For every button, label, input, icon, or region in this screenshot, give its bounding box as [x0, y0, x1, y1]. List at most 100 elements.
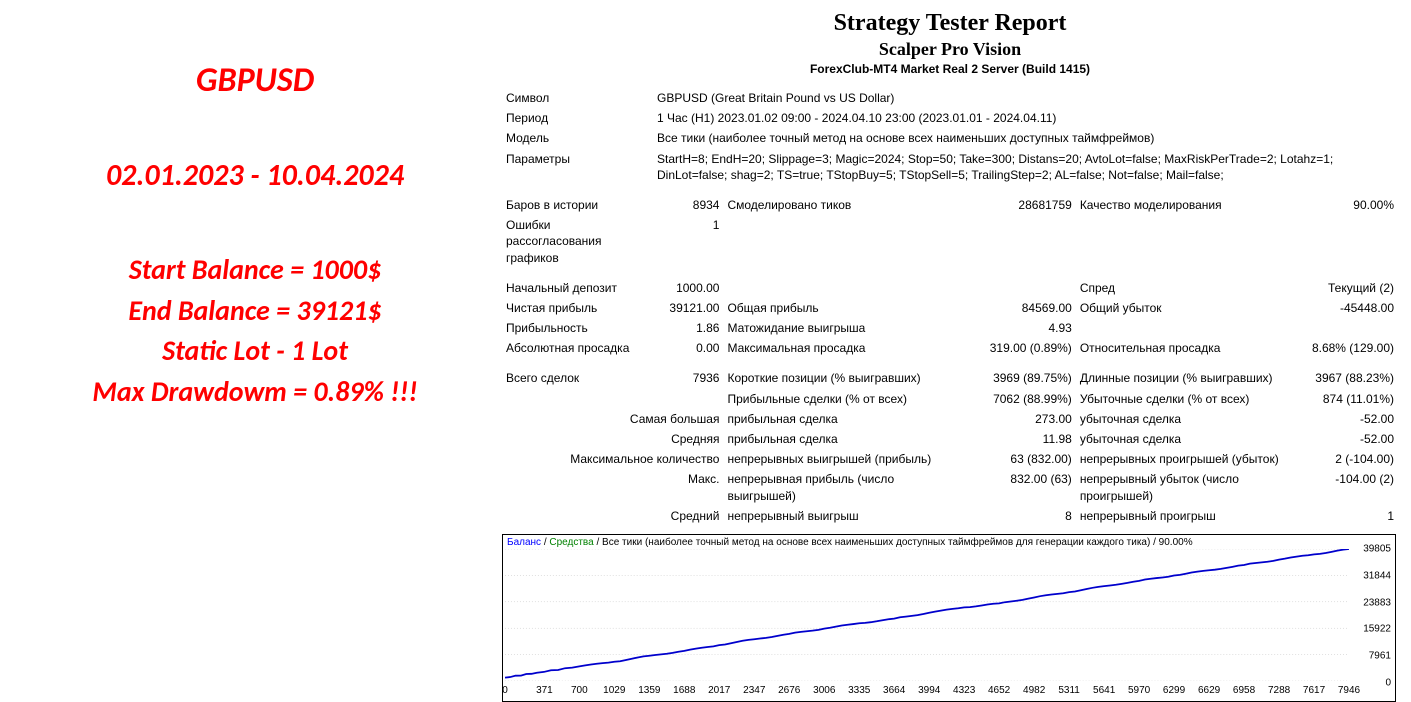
cell-label: Период [502, 108, 653, 128]
cell-label: Матожидание выигрыша [723, 318, 965, 338]
cell-value: 7062 (88.99%) [965, 389, 1076, 409]
row-model: Модель Все тики (наиболее точный метод н… [502, 128, 1398, 148]
cell-label: убыточная сделка [1076, 409, 1287, 429]
x-tick: 5970 [1128, 685, 1150, 696]
chart-legend: Баланс / Средства / Все тики (наиболее т… [507, 537, 1193, 548]
cell-value: 832.00 (63) [965, 469, 1076, 505]
summary-symbol: GBPUSD [20, 60, 490, 101]
x-tick: 6958 [1233, 685, 1255, 696]
y-tick: 7961 [1369, 651, 1391, 662]
cell-value: 11.98 [965, 429, 1076, 449]
report-panel: Strategy Tester Report Scalper Pro Visio… [502, 10, 1398, 702]
x-tick: 1688 [673, 685, 695, 696]
report-server: ForexClub-MT4 Market Real 2 Server (Buil… [502, 62, 1398, 76]
report-subtitle: Scalper Pro Vision [502, 39, 1398, 60]
row-params: Параметры StartH=8; EndH=20; Slippage=3;… [502, 149, 1398, 185]
x-tick: 371 [536, 685, 553, 696]
chart-x-axis: 0371700102913591688201723472676300633353… [505, 685, 1349, 699]
cell-label: Качество моделирования [1076, 195, 1287, 215]
cell-label: Всего сделок [502, 368, 653, 388]
cell-label: убыточная сделка [1076, 429, 1287, 449]
summary-lot: Static Lot - 1 Lot [20, 331, 490, 372]
cell-value: 1 [653, 215, 723, 268]
x-tick: 5641 [1093, 685, 1115, 696]
x-tick: 4982 [1023, 685, 1045, 696]
row-maximal: Макс. непрерывная прибыль (число выигрыш… [502, 469, 1398, 505]
x-tick: 7288 [1268, 685, 1290, 696]
row-pf: Прибыльность 1.86 Матожидание выигрыша 4… [502, 318, 1398, 338]
x-tick: 0 [502, 685, 508, 696]
cell-value: 1 Час (H1) 2023.01.02 09:00 - 2024.04.10… [653, 108, 1398, 128]
cell-label: Макс. [502, 469, 723, 505]
cell-label: Относительная просадка [1076, 338, 1287, 358]
cell-value: 273.00 [965, 409, 1076, 429]
x-tick: 2017 [708, 685, 730, 696]
x-tick: 2676 [778, 685, 800, 696]
legend-rest: Все тики (наиболее точный метод на основ… [602, 537, 1193, 548]
cell-value: 7936 [653, 368, 723, 388]
cell-label: Начальный депозит [502, 278, 653, 298]
summary-end-balance: End Balance = 39121$ [20, 291, 490, 332]
cell-value: -52.00 [1287, 429, 1398, 449]
cell-label: непрерывный выигрыш [723, 506, 965, 526]
cell-label: Максимальное количество [502, 449, 723, 469]
row-maxcons: Максимальное количество непрерывных выиг… [502, 449, 1398, 469]
x-tick: 6299 [1163, 685, 1185, 696]
cell-value: 84569.00 [965, 298, 1076, 318]
row-dd: Абсолютная просадка 0.00 Максимальная пр… [502, 338, 1398, 358]
cell-value: 28681759 [965, 195, 1076, 215]
x-tick: 3335 [848, 685, 870, 696]
report-table: Символ GBPUSD (Great Britain Pound vs US… [502, 88, 1398, 526]
row-proftrades: Прибыльные сделки (% от всех) 7062 (88.9… [502, 389, 1398, 409]
row-bars: Баров в истории 8934 Смоделировано тиков… [502, 195, 1398, 215]
x-tick: 1359 [638, 685, 660, 696]
cell-value: 0.00 [653, 338, 723, 358]
cell-value: -45448.00 [1287, 298, 1398, 318]
row-total: Всего сделок 7936 Короткие позиции (% вы… [502, 368, 1398, 388]
cell-label: Абсолютная просадка [502, 338, 653, 358]
row-mismatch: Ошибки рассогласования графиков 1 [502, 215, 1398, 268]
cell-value: 2 (-104.00) [1287, 449, 1398, 469]
x-tick: 3006 [813, 685, 835, 696]
x-tick: 700 [571, 685, 588, 696]
cell-label: Модель [502, 128, 653, 148]
cell-label: Средний [502, 506, 723, 526]
x-tick: 4323 [953, 685, 975, 696]
cell-value: 4.93 [965, 318, 1076, 338]
legend-equity: Средства [549, 537, 593, 548]
cell-value: 3969 (89.75%) [965, 368, 1076, 388]
cell-value: 1000.00 [653, 278, 723, 298]
cell-label: Убыточные сделки (% от всех) [1076, 389, 1287, 409]
cell-value: -52.00 [1287, 409, 1398, 429]
cell-label: Средняя [502, 429, 723, 449]
summary-drawdown: Max Drawdowm = 0.89% !!! [20, 372, 490, 413]
legend-balance: Баланс [507, 537, 541, 548]
cell-value: 874 (11.01%) [1287, 389, 1398, 409]
cell-label: Короткие позиции (% выигравших) [723, 368, 965, 388]
cell-label: Длинные позиции (% выигравших) [1076, 368, 1287, 388]
summary-dates: 02.01.2023 - 10.04.2024 [20, 157, 490, 194]
cell-value: StartH=8; EndH=20; Slippage=3; Magic=202… [653, 149, 1398, 185]
cell-label: Ошибки рассогласования графиков [502, 215, 653, 268]
report-title: Strategy Tester Report [502, 10, 1398, 37]
x-tick: 3994 [918, 685, 940, 696]
cell-label: Прибыльные сделки (% от всех) [723, 389, 965, 409]
cell-value: 1.86 [653, 318, 723, 338]
cell-label: Чистая прибыль [502, 298, 653, 318]
cell-label: непрерывных проигрышей (убыток) [1076, 449, 1287, 469]
row-avgcons: Средний непрерывный выигрыш 8 непрерывны… [502, 506, 1398, 526]
cell-value: -104.00 (2) [1287, 469, 1398, 505]
cell-label: прибыльная сделка [723, 409, 965, 429]
cell-value: 3967 (88.23%) [1287, 368, 1398, 388]
cell-label: непрерывных выигрышей (прибыль) [723, 449, 965, 469]
y-tick: 15922 [1363, 624, 1391, 635]
row-period: Период 1 Час (H1) 2023.01.02 09:00 - 202… [502, 108, 1398, 128]
row-netprofit: Чистая прибыль 39121.00 Общая прибыль 84… [502, 298, 1398, 318]
row-symbol: Символ GBPUSD (Great Britain Pound vs US… [502, 88, 1398, 108]
y-tick: 23883 [1363, 597, 1391, 608]
cell-value: 1 [1287, 506, 1398, 526]
x-tick: 4652 [988, 685, 1010, 696]
chart-y-axis: 3980531844238831592279610 [1351, 535, 1393, 681]
cell-value: 8934 [653, 195, 723, 215]
cell-label: непрерывный убыток (число проигрышей) [1076, 469, 1287, 505]
